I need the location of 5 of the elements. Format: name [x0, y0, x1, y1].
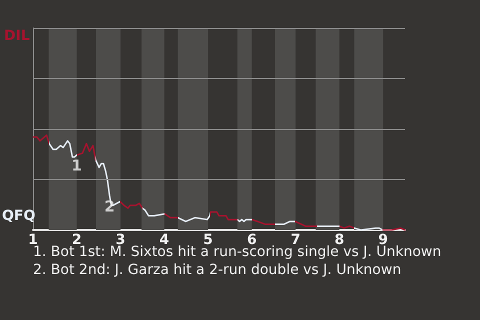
text: DIL: [4, 28, 30, 44]
annotation: QFQ: [2, 208, 36, 224]
text: 2. Bot 2nd: J. Garza hit a 2-run double vs J. Unknown: [33, 261, 402, 279]
annotation: 1: [72, 156, 82, 175]
annotation: 2: [104, 197, 115, 216]
